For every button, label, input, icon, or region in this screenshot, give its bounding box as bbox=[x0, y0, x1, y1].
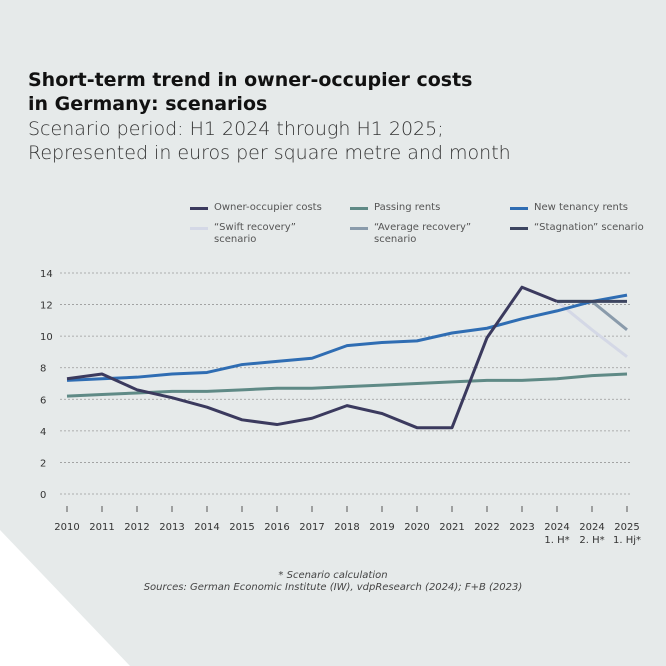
legend-swatch bbox=[510, 207, 528, 210]
x-tick-label: 2011 bbox=[89, 522, 114, 533]
legend: Owner-occupier costs Passing rents New ten… bbox=[190, 202, 650, 246]
series-line-1 bbox=[66, 372, 628, 398]
legend-swatch bbox=[350, 207, 368, 210]
y-tick-label: 8 bbox=[40, 364, 46, 375]
y-tick-label: 10 bbox=[40, 332, 53, 343]
legend-item: Passing rents bbox=[350, 202, 510, 214]
footnote: * Scenario calculation bbox=[278, 570, 388, 581]
series-line-3 bbox=[556, 300, 628, 358]
x-tick-label: 1. Hj* bbox=[613, 535, 641, 546]
sources: Sources: German Economic Institute (IW),… bbox=[143, 582, 523, 593]
legend-item: “Swift recovery” scenario bbox=[190, 222, 350, 246]
x-tick-label: 2010 bbox=[54, 522, 79, 533]
subtitle-line-2: Represented in euros per square metre an… bbox=[28, 142, 511, 164]
x-tick-label: 2020 bbox=[404, 522, 429, 533]
x-tick-label: 2023 bbox=[509, 522, 534, 533]
chart-subtitle: Scenario period: H1 2024 through H1 2025… bbox=[28, 117, 511, 165]
legend-item: “Stagnation” scenario bbox=[510, 222, 650, 246]
x-tick-label: 2013 bbox=[159, 522, 184, 533]
y-tick-label: 12 bbox=[40, 301, 53, 312]
legend-swatch bbox=[190, 207, 208, 210]
subtitle-line-1: Scenario period: H1 2024 through H1 2025… bbox=[28, 118, 444, 140]
legend-label: “Swift recovery” scenario bbox=[214, 222, 296, 245]
legend-item: Owner-occupier costs bbox=[190, 202, 350, 214]
legend-label: Owner-occupier costs bbox=[214, 202, 322, 213]
y-tick-label: 14 bbox=[40, 269, 53, 280]
legend-label: “Average recovery” scenario bbox=[374, 222, 472, 245]
x-tick-label: 2015 bbox=[229, 522, 254, 533]
legend-swatch bbox=[190, 227, 208, 230]
legend-swatch bbox=[350, 227, 368, 230]
y-tick-label: 0 bbox=[40, 490, 46, 501]
chart-title: Short-term trend in owner-occupier costs… bbox=[28, 68, 472, 116]
legend-item: “Average recovery” scenario bbox=[350, 222, 510, 246]
x-tick-label: 2022 bbox=[474, 522, 499, 533]
x-tick-label: 1. H* bbox=[544, 535, 569, 546]
legend-label: Passing rents bbox=[374, 202, 441, 213]
x-tick-label: 2. H* bbox=[579, 535, 604, 546]
series-line-2 bbox=[66, 293, 628, 382]
legend-label: “Stagnation” scenario bbox=[534, 222, 644, 233]
x-tick-label: 2025 bbox=[614, 522, 639, 533]
series-line-0 bbox=[66, 285, 558, 430]
legend-swatch bbox=[510, 227, 528, 230]
x-tick-label: 2018 bbox=[334, 522, 359, 533]
y-tick-label: 6 bbox=[40, 395, 46, 406]
legend-label: New tenancy rents bbox=[534, 202, 628, 213]
x-tick-label: 2016 bbox=[264, 522, 289, 533]
y-tick-label: 4 bbox=[40, 427, 46, 438]
x-tick-label: 2021 bbox=[439, 522, 464, 533]
y-tick-label: 2 bbox=[40, 458, 46, 469]
x-tick-label: 2024 bbox=[544, 522, 569, 533]
line-chart: 0 2 4 6 8 10 12 14 2010 2011 2012 2013 2014 2015 2016 2… bbox=[40, 269, 641, 546]
x-tick-label: 2012 bbox=[124, 522, 149, 533]
x-tick-label: 2014 bbox=[194, 522, 219, 533]
x-tick-label: 2019 bbox=[369, 522, 394, 533]
x-tick-label: 2017 bbox=[299, 522, 324, 533]
x-tick-label: 2024 bbox=[579, 522, 604, 533]
title-line-1: Short-term trend in owner-occupier costs bbox=[28, 69, 473, 91]
title-line-2: in Germany: scenarios bbox=[28, 93, 268, 115]
legend-item: New tenancy rents bbox=[510, 202, 650, 214]
series-line-4 bbox=[557, 299, 628, 331]
